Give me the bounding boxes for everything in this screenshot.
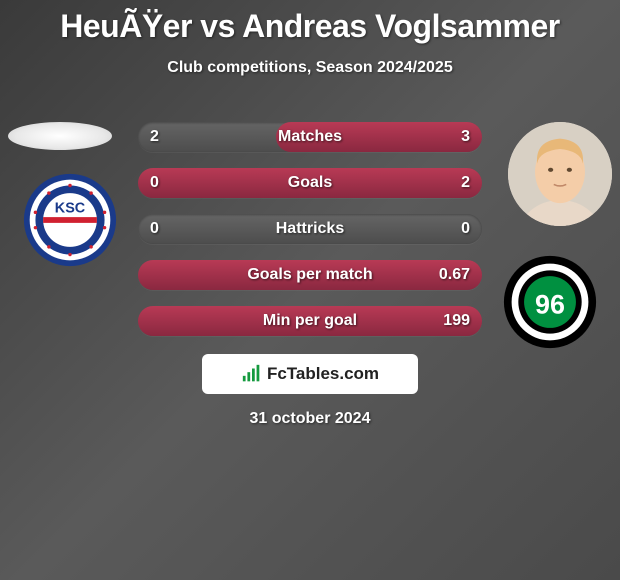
- stat-label: Min per goal: [138, 306, 482, 336]
- subtitle: Club competitions, Season 2024/2025: [0, 59, 620, 77]
- player-left-avatar: [8, 122, 112, 150]
- chart-icon: [241, 363, 263, 385]
- stat-row-goals-per-match: Goals per match 0.67: [138, 260, 482, 290]
- stat-label: Hattricks: [138, 214, 482, 244]
- svg-text:KSC: KSC: [55, 200, 85, 216]
- stat-row-min-per-goal: Min per goal 199: [138, 306, 482, 336]
- stat-row-matches: 2 Matches 3: [138, 122, 482, 152]
- stat-row-hattricks: 0 Hattricks 0: [138, 214, 482, 244]
- stat-label: Goals: [138, 168, 482, 198]
- attribution-text: FcTables.com: [267, 364, 379, 384]
- stat-right-value: 3: [461, 122, 470, 152]
- svg-text:96: 96: [535, 290, 565, 320]
- attribution-badge: FcTables.com: [202, 354, 418, 394]
- stat-right-value: 0.67: [439, 260, 470, 290]
- club-right-logo: 96: [502, 254, 598, 350]
- stat-right-value: 0: [461, 214, 470, 244]
- club-left-logo: KSC: [22, 172, 118, 268]
- player-right-avatar: [508, 122, 612, 226]
- date-text: 31 october 2024: [0, 410, 620, 428]
- stat-row-goals: 0 Goals 2: [138, 168, 482, 198]
- stat-right-value: 2: [461, 168, 470, 198]
- page-title: HeuÃŸer vs Andreas Voglsammer: [0, 0, 620, 45]
- stat-label: Goals per match: [138, 260, 482, 290]
- comparison-card: HeuÃŸer vs Andreas Voglsammer Club compe…: [0, 0, 620, 580]
- stat-right-value: 199: [443, 306, 470, 336]
- stat-label: Matches: [138, 122, 482, 152]
- stats-area: 2 Matches 3 0 Goals 2 0 Hattricks 0 Goal…: [138, 122, 482, 352]
